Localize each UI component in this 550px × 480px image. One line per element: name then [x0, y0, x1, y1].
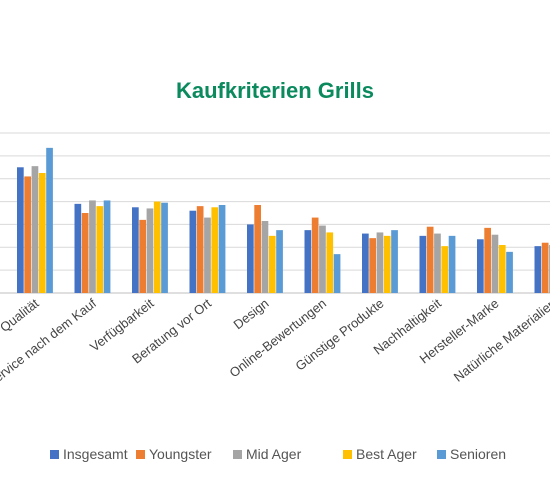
bar	[333, 254, 341, 293]
bar	[276, 230, 283, 293]
bar	[38, 173, 46, 293]
legend-swatch	[50, 450, 59, 459]
bar	[369, 238, 376, 293]
bar	[491, 234, 499, 293]
bar	[153, 201, 161, 293]
bar	[247, 224, 254, 293]
legend-swatch	[343, 450, 352, 459]
bar	[204, 217, 211, 293]
bar	[74, 203, 82, 293]
bar	[362, 233, 369, 293]
legend-swatch	[437, 450, 446, 459]
bar	[132, 207, 139, 293]
legend: Insgesamt Youngster Mid Ager Best Ager Senio…	[50, 446, 506, 462]
bar	[326, 232, 334, 293]
bar	[24, 176, 31, 293]
bar	[218, 205, 226, 293]
legend-label: Senioren	[450, 446, 506, 462]
bars	[17, 147, 550, 293]
bar	[477, 239, 484, 293]
legend-swatch	[233, 450, 242, 459]
bar	[89, 200, 96, 293]
legend-label: Best Ager	[356, 446, 417, 462]
bar	[254, 205, 261, 293]
bar	[311, 217, 319, 293]
bar	[96, 206, 104, 293]
bar	[146, 208, 154, 293]
bar	[17, 167, 24, 293]
bar	[189, 210, 197, 293]
bar	[448, 235, 456, 293]
bar	[383, 235, 391, 293]
bar	[139, 219, 146, 293]
bar	[103, 200, 111, 293]
category-label: Qualität	[0, 295, 42, 335]
category-label: Natürliche Materialien	[451, 296, 550, 385]
bar	[319, 225, 326, 293]
bar	[441, 246, 449, 293]
bar	[196, 206, 204, 293]
chart-title: Kaufkriterien Grills	[176, 78, 374, 103]
category-label: Online-Bewertungen	[226, 296, 329, 381]
bar	[434, 233, 441, 293]
bar	[268, 235, 276, 293]
category-label: Design	[230, 296, 271, 333]
bar	[376, 232, 384, 293]
legend-label: Youngster	[149, 446, 212, 462]
bar	[81, 213, 89, 293]
bar	[31, 166, 39, 293]
bar	[161, 202, 168, 293]
bar	[304, 230, 312, 293]
bar	[261, 221, 269, 293]
bar	[534, 246, 542, 293]
bar	[506, 251, 513, 293]
bar	[484, 227, 491, 293]
bar	[211, 207, 219, 293]
legend-label: Mid Ager	[246, 446, 302, 462]
bar	[426, 226, 434, 293]
legend-label: Insgesamt	[63, 446, 128, 462]
legend-swatch	[136, 450, 145, 459]
bar	[541, 242, 549, 293]
bar	[419, 235, 427, 293]
bar	[498, 245, 506, 293]
bar	[46, 147, 53, 293]
bar	[391, 230, 398, 293]
